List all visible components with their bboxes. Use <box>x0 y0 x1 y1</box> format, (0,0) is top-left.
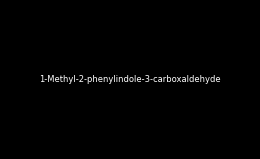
Text: 1-Methyl-2-phenylindole-3-carboxaldehyde: 1-Methyl-2-phenylindole-3-carboxaldehyde <box>39 75 221 84</box>
